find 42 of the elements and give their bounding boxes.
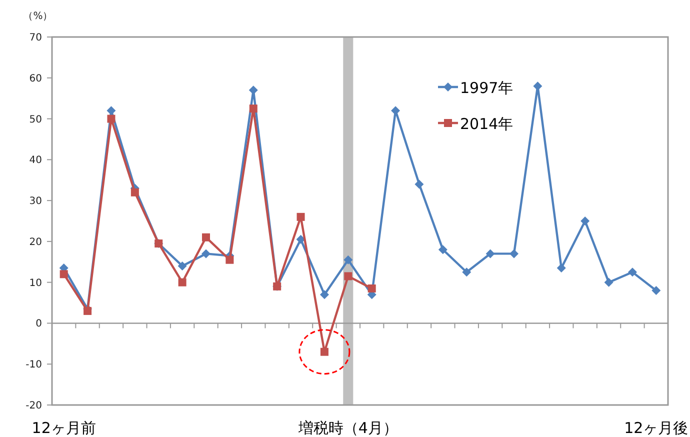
point (202, 249, 210, 258)
point (130, 188, 139, 196)
point (84, 306, 92, 315)
point (344, 272, 352, 280)
y-tick-label: 60 (29, 73, 42, 84)
y-tick-label: 50 (29, 114, 42, 126)
y-tick-label: 20 (29, 236, 42, 248)
point (178, 261, 187, 270)
y-tick-label: 0 (36, 318, 42, 330)
legend-label: 2014年 (460, 115, 514, 133)
point (556, 264, 566, 273)
point (628, 268, 637, 277)
point (486, 249, 495, 258)
y-tick-label: -20 (26, 400, 42, 412)
point (580, 216, 590, 226)
point (368, 284, 376, 292)
point (438, 245, 448, 254)
point (320, 348, 328, 356)
point (107, 114, 116, 123)
y-tick-label: 40 (29, 155, 42, 166)
legend-label: 1997年 (460, 79, 514, 97)
point (344, 255, 353, 264)
point (202, 233, 210, 242)
point (296, 212, 305, 221)
point (226, 256, 234, 264)
y-tick-label: 10 (29, 278, 42, 289)
y-axis-title: （%） (23, 11, 53, 22)
x-tick-label: 12ヶ月前 (32, 419, 96, 437)
point (249, 104, 258, 113)
point (462, 268, 472, 277)
point (414, 180, 424, 189)
point (178, 278, 186, 286)
point (604, 278, 614, 287)
y-tick-label: -10 (26, 360, 42, 371)
y-tick-label: 70 (29, 32, 42, 44)
point (320, 290, 329, 300)
x-tick-label: 12ヶ月後 (624, 419, 688, 437)
x-tick-label: 増税時（4月） (297, 419, 398, 437)
point (60, 270, 68, 278)
point (652, 286, 661, 296)
y-tick-label: 30 (29, 196, 42, 208)
point (510, 249, 518, 258)
